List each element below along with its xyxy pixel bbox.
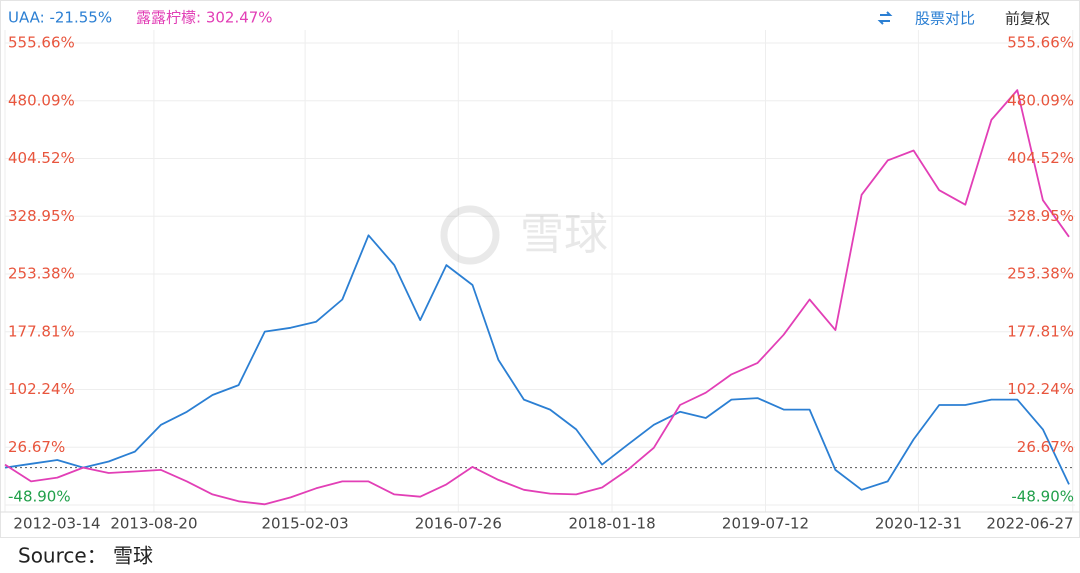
watermark-text: 雪球 [520, 209, 608, 260]
compare-button[interactable]: 股票对比 [877, 10, 975, 28]
y-tick-label: 253.38% [8, 265, 75, 283]
legend-entry: UAA: -21.55% [8, 9, 112, 27]
watermark: 雪球 [440, 205, 608, 265]
y-tick-label-right: 480.09% [1007, 91, 1074, 109]
grid [4, 30, 1075, 512]
compare-icon[interactable] [877, 11, 893, 25]
series-line [4, 234, 1070, 491]
source-note: Source： 雪球 [18, 544, 153, 568]
y-tick-label: 480.09% [8, 91, 75, 109]
x-tick-label: 2015-02-03 [262, 515, 349, 533]
x-tick-label: 2019-07-12 [722, 515, 809, 533]
x-tick-label: 2022-06-27 [986, 515, 1073, 533]
adjust-option[interactable]: 前复权 [1005, 10, 1050, 28]
compare-link[interactable]: 股票对比 [915, 10, 975, 28]
y-tick-label-right: 404.52% [1007, 149, 1074, 167]
axes: 555.66% 555.66% 480.09% 480.09% 404.52% 404.5… [0, 34, 1080, 533]
y-tick-label-right: 328.95% [1007, 207, 1074, 225]
x-tick-label: 2018-01-18 [568, 515, 655, 533]
y-tick-label-right: 555.66% [1007, 34, 1074, 52]
x-tick-label: 2013-08-20 [110, 515, 197, 533]
x-tick-label: 2012-03-14 [13, 515, 100, 533]
watermark-logo [440, 205, 500, 265]
y-tick-label-right: 26.67% [1017, 438, 1074, 456]
x-tick-label: 2020-12-31 [875, 515, 962, 533]
legend-entry: 露露柠檬: 302.47% [136, 9, 273, 27]
y-tick-label: 555.66% [8, 34, 75, 52]
y-tick-label: 26.67% [8, 438, 65, 456]
series-line [4, 89, 1070, 506]
y-tick-label: 328.95% [8, 207, 75, 225]
y-tick-label-right: 253.38% [1007, 265, 1074, 283]
y-tick-label: 102.24% [8, 380, 75, 398]
y-tick-label-right: 102.24% [1007, 380, 1074, 398]
plot-area [4, 89, 1075, 506]
x-tick-label: 2016-07-26 [415, 515, 502, 533]
y-tick-label: -48.90% [8, 488, 71, 506]
y-tick-label: 177.81% [8, 322, 75, 340]
chart-frame [0, 0, 1080, 538]
y-tick-label: 404.52% [8, 149, 75, 167]
y-tick-label-right: -48.90% [1011, 488, 1074, 506]
y-tick-label-right: 177.81% [1007, 322, 1074, 340]
